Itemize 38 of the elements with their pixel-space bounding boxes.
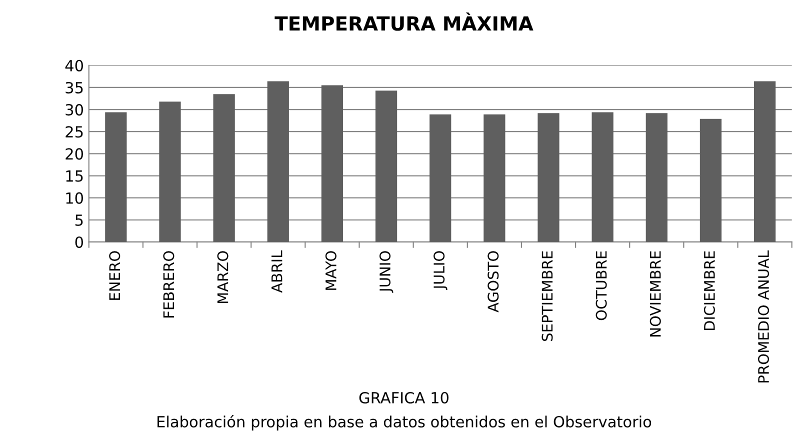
x-tick-label: AGOSTO bbox=[488, 251, 499, 312]
bar bbox=[754, 81, 776, 242]
bar bbox=[700, 118, 722, 242]
x-tick-label: OCTUBRE bbox=[596, 251, 607, 320]
y-tick-label: 30 bbox=[66, 104, 84, 116]
x-tick-label: FEBRERO bbox=[163, 251, 174, 318]
x-tick-label: MAYO bbox=[325, 251, 336, 290]
y-tick-label: 5 bbox=[75, 214, 83, 226]
y-tick-label: 25 bbox=[66, 126, 83, 138]
x-tick-label: MARZO bbox=[217, 251, 228, 304]
bar bbox=[484, 114, 506, 242]
y-tick-label: 40 bbox=[65, 60, 84, 72]
bar bbox=[538, 113, 560, 242]
y-tick-label: 10 bbox=[66, 192, 84, 204]
chart-title: TEMPERATURA MÀXIMA bbox=[274, 12, 534, 31]
x-tick-label: JULIO bbox=[434, 251, 448, 290]
bar bbox=[430, 114, 452, 242]
y-tick-label: 35 bbox=[66, 82, 83, 94]
bar bbox=[321, 85, 344, 242]
x-tick-label: DICIEMBRE bbox=[704, 251, 715, 330]
text: GRAFICA 10 bbox=[359, 392, 448, 404]
y-tick-label: 0 bbox=[75, 236, 84, 248]
x-tick-label: SEPTIEMBRE bbox=[542, 251, 553, 341]
text: Elaboración propia en base a datos obtenidos en el Observatorio bbox=[158, 415, 652, 430]
bar bbox=[375, 90, 398, 242]
y-tick-label: 20 bbox=[66, 148, 84, 160]
x-tick-label: PROMEDIO ANUAL bbox=[758, 250, 770, 382]
x-tick-label: JUNIO bbox=[379, 251, 394, 293]
x-tick-label: NOVIEMBRE bbox=[650, 251, 661, 336]
y-tick-label: 15 bbox=[66, 170, 83, 182]
bar bbox=[213, 94, 235, 242]
bar bbox=[592, 112, 614, 242]
bar bbox=[159, 102, 181, 242]
bar bbox=[646, 113, 668, 242]
x-tick-label: ABRIL bbox=[272, 250, 282, 293]
x-tick-label: ENERO bbox=[109, 251, 120, 300]
bar bbox=[105, 112, 127, 242]
bar bbox=[267, 81, 289, 242]
